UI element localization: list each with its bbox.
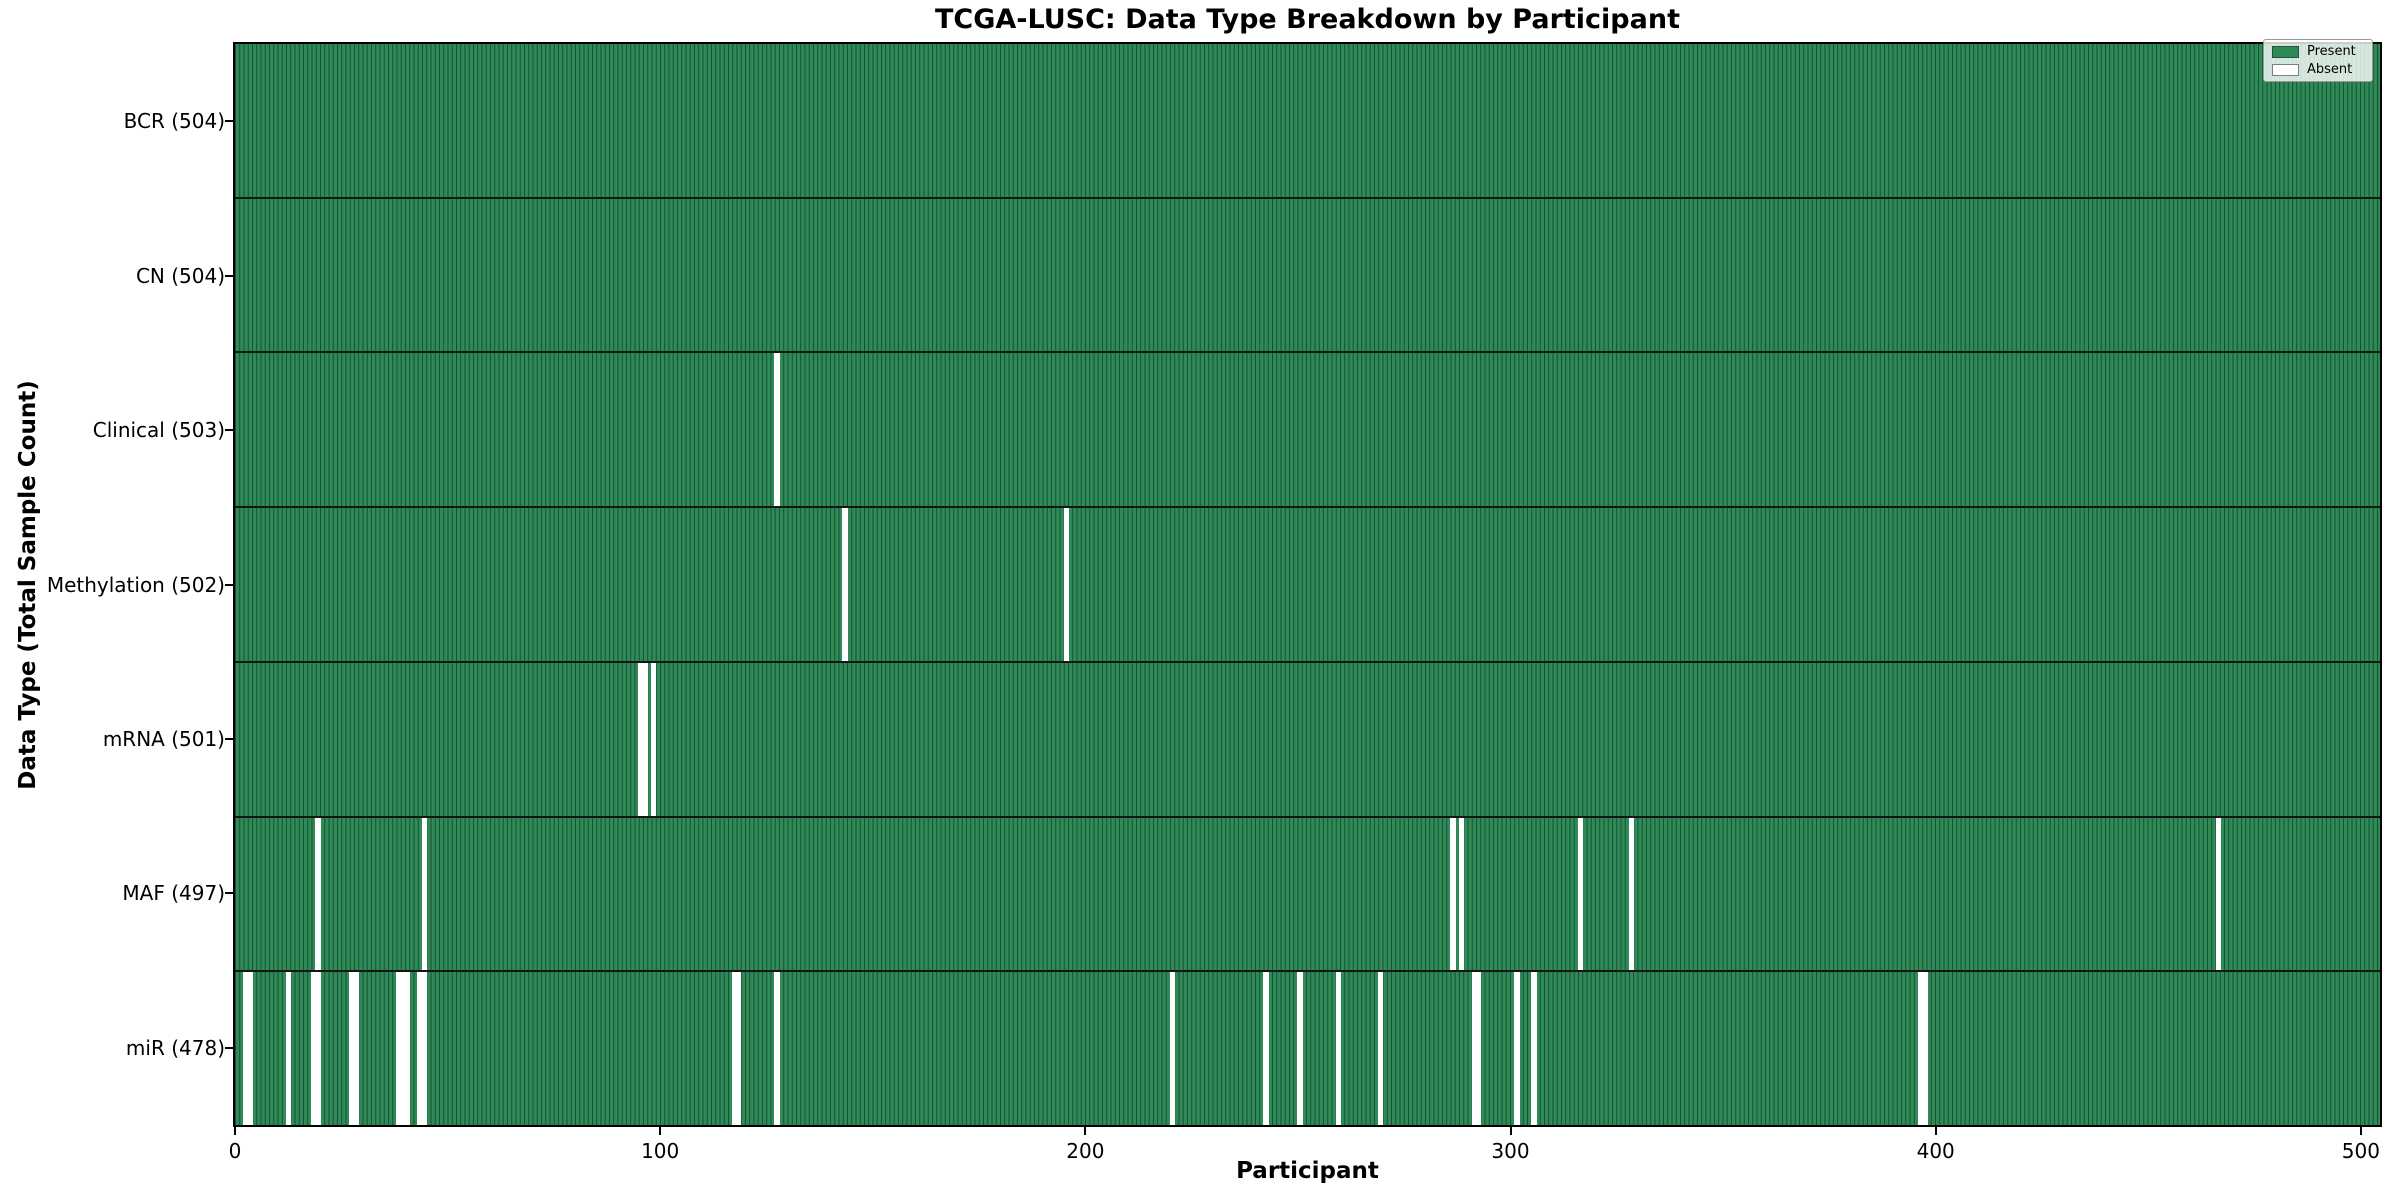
legend-entry-present: Present: [2272, 45, 2364, 58]
y-tick-mark: [225, 429, 233, 432]
x-tick-label-500: 500: [2341, 1139, 2380, 1163]
legend: Present Absent: [2263, 39, 2373, 82]
absent-marker: [311, 972, 317, 1126]
y-tick-mark: [225, 737, 233, 740]
absent-marker: [2215, 817, 2222, 971]
x-tick-label-400: 400: [1916, 1139, 1955, 1163]
absent-marker: [1922, 972, 1928, 1126]
legend-present-label: Present: [2307, 44, 2356, 59]
x-tick-mark: [2359, 1127, 2362, 1135]
absent-swatch-icon: [2272, 63, 2299, 76]
absent-marker: [1476, 972, 1482, 1126]
x-tick-label-300: 300: [1491, 1139, 1530, 1163]
row-methylation: [235, 506, 2380, 661]
absent-marker: [247, 972, 253, 1126]
x-tick-label-200: 200: [1066, 1139, 1105, 1163]
y-tick-mark: [225, 583, 233, 586]
absent-marker: [1263, 972, 1269, 1126]
absent-marker: [421, 817, 427, 971]
absent-marker: [736, 972, 742, 1126]
absent-marker: [1169, 972, 1176, 1126]
row-maf: [235, 815, 2380, 971]
y-tick-mark: [225, 274, 233, 277]
absent-marker: [638, 662, 644, 816]
absent-marker: [651, 662, 657, 816]
y-tick-label-maf: MAF (497): [122, 881, 225, 906]
absent-marker: [1450, 817, 1456, 971]
absent-marker: [400, 972, 406, 1126]
absent-marker: [731, 972, 738, 1126]
absent-marker: [421, 972, 427, 1126]
absent-marker: [1297, 972, 1303, 1126]
absent-marker: [285, 972, 291, 1126]
plot-area: [233, 42, 2382, 1127]
row-cn: [235, 196, 2380, 352]
absent-marker: [1531, 972, 1537, 1126]
x-axis-label: Participant: [1236, 1158, 1379, 1184]
absent-marker: [243, 972, 249, 1126]
absent-marker: [315, 972, 321, 1126]
absent-marker: [315, 817, 321, 971]
x-tick-mark: [1934, 1127, 1937, 1135]
absent-marker: [1578, 817, 1584, 971]
absent-marker: [1918, 972, 1924, 1126]
absent-marker: [1514, 972, 1520, 1126]
row-clinical: [235, 351, 2380, 507]
x-tick-label-100: 100: [641, 1139, 680, 1163]
y-tick-label-methylation: Methylation (502): [46, 572, 225, 597]
absent-marker: [1063, 508, 1069, 661]
absent-marker: [1458, 817, 1465, 971]
absent-marker: [1378, 972, 1384, 1126]
y-tick-label-cn: CN (504): [135, 263, 225, 288]
absent-marker: [353, 972, 359, 1126]
absent-marker: [774, 353, 780, 507]
row-bcr: [235, 44, 2380, 197]
absent-marker: [642, 662, 648, 816]
x-tick-mark: [234, 1127, 236, 1135]
y-tick-label-clinical: Clinical (503): [92, 418, 225, 443]
absent-marker: [774, 972, 780, 1126]
absent-marker: [1629, 817, 1635, 971]
absent-marker: [404, 972, 410, 1126]
absent-marker: [349, 972, 355, 1126]
absent-marker: [1335, 972, 1341, 1126]
y-axis-label: Data Type (Total Sample Count): [15, 380, 41, 790]
y-tick-label-mir: miR (478): [125, 1035, 225, 1060]
y-tick-mark: [225, 1046, 233, 1049]
x-tick-mark: [1509, 1127, 1512, 1135]
present-swatch-icon: [2272, 45, 2299, 58]
x-tick-mark: [659, 1127, 662, 1135]
y-tick-mark: [225, 120, 233, 123]
x-tick-mark: [1084, 1127, 1087, 1135]
x-tick-label-0: 0: [228, 1139, 242, 1163]
y-tick-mark: [225, 892, 233, 895]
legend-entry-absent: Absent: [2272, 63, 2364, 76]
y-tick-label-bcr: BCR (504): [123, 109, 225, 134]
legend-absent-label: Absent: [2307, 62, 2353, 77]
absent-marker: [396, 972, 402, 1126]
absent-marker: [417, 972, 423, 1126]
absent-marker: [842, 508, 848, 661]
chart-title: TCGA-LUSC: Data Type Breakdown by Partic…: [935, 4, 1680, 35]
row-mir: [235, 970, 2380, 1126]
absent-marker: [1471, 972, 1477, 1126]
y-tick-label-mrna: mRNA (501): [102, 726, 225, 751]
row-mrna: [235, 660, 2380, 816]
